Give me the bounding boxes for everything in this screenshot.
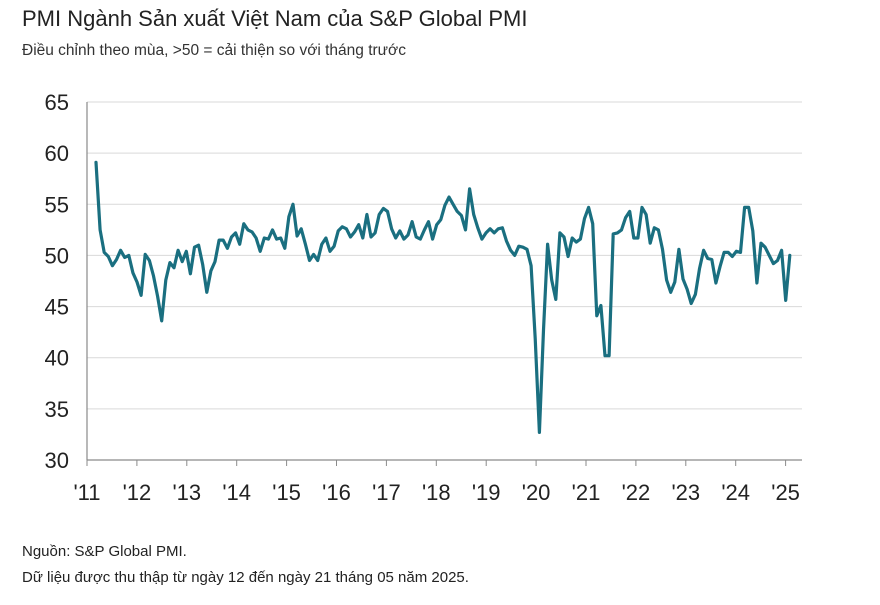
y-tick-label: 65 [45,90,69,115]
x-tick-label: '20 [522,480,551,505]
pmi-line [94,160,792,434]
x-tick-label: '14 [222,480,251,505]
y-tick-label: 35 [45,397,69,422]
x-tick-label: '17 [372,480,401,505]
y-tick-labels: 30 35 40 45 50 55 60 65 [45,90,69,473]
chart-title: PMI Ngành Sản xuất Việt Nam của S&P Glob… [22,6,528,31]
x-tick-label: '13 [172,480,201,505]
x-tick-label: '16 [322,480,351,505]
x-tick-label: '15 [272,480,301,505]
x-tick-label: '18 [422,480,451,505]
y-tick-label: 55 [45,192,69,217]
x-tick-label: '25 [771,480,800,505]
x-tick-label: '23 [671,480,700,505]
y-tick-label: 60 [45,141,69,166]
y-tick-label: 30 [45,448,69,473]
y-tick-label: 40 [45,346,69,371]
collection-note: Dữ liệu được thu thập từ ngày 12 đến ngà… [22,569,469,586]
source-note: Nguồn: S&P Global PMI. [22,543,187,560]
chart-subtitle: Điều chỉnh theo mùa, >50 = cải thiện so … [22,42,406,59]
y-tick-label: 50 [45,243,69,268]
series-layer [94,160,792,434]
x-tick-label: '12 [123,480,152,505]
x-tick-label: '22 [622,480,651,505]
x-tick-label: '21 [572,480,601,505]
x-tick-label: '11 [73,480,100,505]
axes [86,102,802,466]
x-tick-label: '19 [472,480,501,505]
x-tick-labels: '11 '12 '13 '14 '15 '16 '17 '18 '19 '20 '21 '22 '23 '… [73,480,799,505]
x-tick-label: '24 [721,480,750,505]
y-tick-label: 45 [45,295,69,320]
grid-lines [87,101,802,410]
